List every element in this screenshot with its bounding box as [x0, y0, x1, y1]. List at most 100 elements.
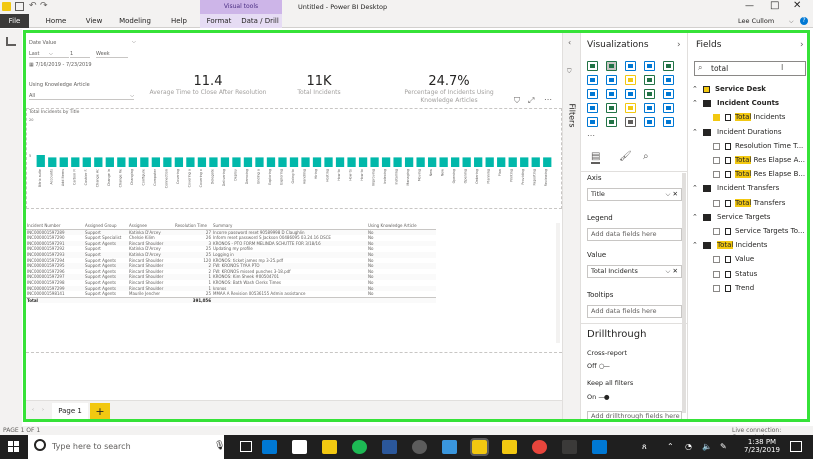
- field-checkbox[interactable]: [713, 157, 720, 164]
- table-row[interactable]: INC000001597290 Support Specialist Chelsie…: [26, 235, 436, 241]
- chevron-left-icon[interactable]: ‹: [568, 38, 572, 47]
- chevron-up-icon[interactable]: ⌃: [692, 127, 698, 136]
- analytics-icon[interactable]: ⌕: [643, 151, 649, 162]
- axis-well[interactable]: Title ⌵ ✕: [587, 188, 682, 201]
- card-visual-icon[interactable]: [606, 117, 617, 127]
- chart-bar[interactable]: [474, 157, 483, 167]
- app-icon-2[interactable]: [562, 440, 577, 454]
- table-row[interactable]: INC000001597296 Support Agents Rincard Sho…: [26, 269, 436, 275]
- filled-map-visual-icon[interactable]: [644, 103, 655, 113]
- fields-search-box[interactable]: ⌕ total I: [694, 61, 806, 76]
- relative-mode-select[interactable]: Last ⌵: [29, 51, 69, 58]
- table-row[interactable]: INC000001598141 Support Agents Maurile Jen…: [26, 291, 436, 297]
- chevron-right-icon[interactable]: ›: [677, 40, 681, 50]
- chart-bar[interactable]: [105, 157, 114, 167]
- table-row[interactable]: INC000001597299 Support Agents Rincard Sho…: [26, 285, 436, 292]
- chart-bar[interactable]: [439, 157, 448, 167]
- chart-bar[interactable]: [266, 157, 276, 167]
- page-tab-1[interactable]: Page 1: [52, 403, 88, 421]
- chart-bar[interactable]: [497, 157, 506, 167]
- slicer-visual-icon[interactable]: [663, 117, 674, 127]
- chevron-up-icon[interactable]: ⌃: [667, 442, 674, 451]
- chart-bar[interactable]: [520, 157, 529, 167]
- table-row[interactable]: INC000001597291 Support Agents Rincard Sho…: [26, 240, 436, 247]
- drillthrough-well[interactable]: Add drillthrough fields here: [587, 411, 682, 422]
- people-icon[interactable]: ጸ: [642, 442, 647, 451]
- multi-row-card-visual-icon[interactable]: [625, 117, 636, 127]
- table-row[interactable]: INC000001597293 Support Katinka D'Arcey 25 L…: [26, 251, 436, 258]
- clustered-bar-visual-icon[interactable]: [625, 61, 636, 71]
- column-header[interactable]: Resolution Time: [174, 223, 212, 230]
- funnel-visual-icon[interactable]: [663, 103, 674, 113]
- chart-bar[interactable]: [381, 157, 391, 167]
- relative-unit-select[interactable]: Week: [96, 51, 128, 58]
- tab-data-drill[interactable]: Data / Drill: [241, 17, 279, 25]
- maximize-icon[interactable]: □: [770, 0, 780, 11]
- chevron-up-icon[interactable]: ⌃: [692, 241, 698, 250]
- filter-icon[interactable]: ⛉: [514, 96, 520, 105]
- chart-bar[interactable]: [94, 157, 103, 167]
- chart-bar[interactable]: [140, 157, 149, 167]
- incident-table[interactable]: Incident Number Assigned Group Assignee Res…: [26, 223, 562, 353]
- more-options-icon[interactable]: ⋯: [544, 95, 552, 104]
- chart-bar[interactable]: [508, 157, 517, 167]
- line-column-visual-icon[interactable]: [663, 75, 674, 85]
- field-checkbox[interactable]: [713, 171, 720, 179]
- search-input[interactable]: total: [711, 64, 729, 73]
- keep-filters-toggle[interactable]: On —●: [587, 393, 610, 401]
- field-checkbox[interactable]: [713, 270, 720, 278]
- chevron-down-icon[interactable]: ⌵: [789, 18, 794, 25]
- tab-help[interactable]: Help: [171, 17, 187, 25]
- tooltips-well[interactable]: Add data fields here: [587, 305, 682, 318]
- chart-bar[interactable]: [301, 157, 310, 167]
- stacked-column-visual-icon[interactable]: [606, 61, 617, 71]
- chrome-icon[interactable]: [532, 440, 547, 454]
- mail-icon[interactable]: [292, 440, 307, 454]
- legend-well[interactable]: Add data fields here: [587, 228, 682, 241]
- field-checkbox[interactable]: [713, 228, 720, 235]
- chart-bar[interactable]: [393, 157, 402, 167]
- task-view-icon[interactable]: [240, 441, 252, 452]
- ribbon-visual-icon[interactable]: [606, 89, 617, 99]
- chevron-right-icon[interactable]: ›: [800, 40, 804, 50]
- clustered-column-visual-icon[interactable]: [644, 61, 655, 71]
- table-row[interactable]: INC000001597295 Support Agents Rincard Sho…: [26, 263, 436, 269]
- chart-bar[interactable]: [451, 157, 460, 167]
- chevron-up-icon[interactable]: ⌃: [692, 85, 698, 93]
- more-visuals-icon[interactable]: ⋯: [587, 131, 595, 140]
- undo-icon[interactable]: ↶: [29, 1, 37, 11]
- edge-icon[interactable]: [262, 440, 277, 454]
- help-icon[interactable]: ?: [800, 17, 808, 25]
- table-row[interactable]: INC000001597289 Support Katinka D'Arcey 27 I…: [26, 229, 436, 236]
- powerbi-taskbar-icon[interactable]: [470, 438, 489, 456]
- field-checkbox[interactable]: [713, 256, 720, 264]
- 100-bar-visual-icon[interactable]: [663, 61, 674, 71]
- chart-bar[interactable]: [462, 157, 471, 167]
- tab-home[interactable]: Home: [45, 17, 67, 25]
- cross-report-toggle[interactable]: Off ○—: [587, 362, 610, 370]
- spotify-icon[interactable]: [352, 440, 367, 454]
- chart-bar[interactable]: [255, 157, 264, 167]
- tab-view[interactable]: View: [85, 17, 103, 25]
- chevron-x-icon[interactable]: ⌵ ✕: [665, 190, 678, 198]
- pane-scrollbar[interactable]: [682, 173, 686, 413]
- volume-icon[interactable]: 🔈: [702, 442, 712, 451]
- waterfall-visual-icon[interactable]: [625, 89, 636, 99]
- column-header[interactable]: Incident Number: [26, 223, 84, 230]
- chevron-down-icon[interactable]: ⌵: [132, 39, 136, 45]
- chart-bar[interactable]: [117, 157, 126, 167]
- column-header[interactable]: Assigned Group: [84, 223, 128, 230]
- table-row[interactable]: INC000001597297 Support Agents Rincard Sho…: [26, 274, 436, 280]
- field-checkbox[interactable]: [713, 199, 720, 207]
- table-scrollbar[interactable]: [556, 223, 560, 343]
- chart-bar[interactable]: [197, 157, 207, 167]
- prev-page-icon[interactable]: ‹: [32, 407, 34, 413]
- word-icon[interactable]: [382, 440, 397, 454]
- taskbar-search-box[interactable]: Type here to search 🎙: [28, 435, 225, 459]
- knowledge-select[interactable]: All ⌵: [29, 93, 134, 100]
- fields-tab-icon[interactable]: ▤: [591, 151, 601, 164]
- tab-file[interactable]: File: [0, 14, 29, 28]
- scatter-visual-icon[interactable]: [644, 89, 655, 99]
- chart-bar[interactable]: [543, 157, 552, 167]
- chart-bar[interactable]: [48, 157, 57, 167]
